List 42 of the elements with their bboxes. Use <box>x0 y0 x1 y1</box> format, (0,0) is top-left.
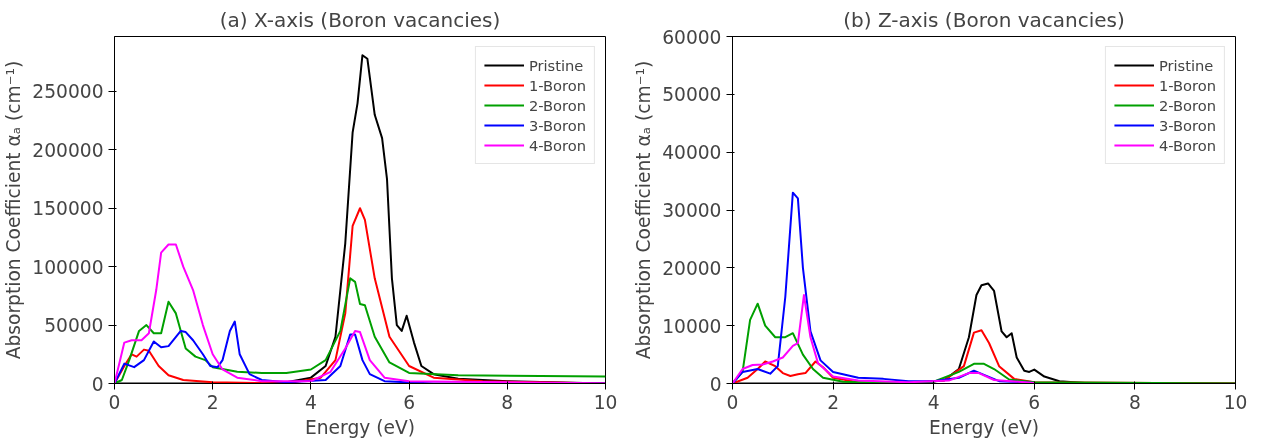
y-axis-title: Absorption Coefficient αₐ (cm⁻¹) <box>3 60 25 360</box>
x-tick-label: 4 <box>927 391 940 413</box>
y-tick-label: 40000 <box>662 142 722 164</box>
x-tick-label: 2 <box>206 391 219 413</box>
x-tick-label: 8 <box>501 391 514 413</box>
x-tick-label: 2 <box>827 391 840 413</box>
legend-label: Pristine <box>1158 56 1214 74</box>
y-tick-label: 0 <box>709 373 722 395</box>
x-tick-label: 8 <box>1128 391 1141 413</box>
legend-label: 3-Boron <box>1158 116 1216 134</box>
y-tick-label: 0 <box>91 373 104 395</box>
line-series <box>732 294 1036 384</box>
x-tick-label: 6 <box>1028 391 1041 413</box>
chart-title: (b) Z-axis (Boron vacancies) <box>843 7 1125 32</box>
legend-label: 2-Boron <box>528 96 586 114</box>
x-axis-title: Energy (eV) <box>304 416 416 438</box>
x-tick-label: 0 <box>726 391 739 413</box>
legend-label: 3-Boron <box>528 116 586 134</box>
y-tick-label: 20000 <box>662 257 722 279</box>
x-tick-label: 4 <box>304 391 317 413</box>
chart-title: (a) X-axis (Boron vacancies) <box>219 7 501 32</box>
legend-label: 2-Boron <box>1158 96 1216 114</box>
legend-label: 4-Boron <box>1158 136 1216 154</box>
legend-label: 4-Boron <box>528 136 586 154</box>
y-tick-label: 10000 <box>662 315 722 337</box>
legend-label: Pristine <box>528 56 584 74</box>
y-axis-title: Absorption Coefficient αₐ (cm⁻¹) <box>633 60 655 360</box>
x-tick-label: 10 <box>593 391 618 413</box>
y-tick-label: 150000 <box>32 198 104 220</box>
x-tick-label: 0 <box>108 391 121 413</box>
legend-label: 1-Boron <box>528 76 586 94</box>
x-tick-label: 6 <box>403 391 416 413</box>
y-tick-label: 100000 <box>32 256 104 278</box>
x-axis-title: Energy (eV) <box>928 416 1040 438</box>
y-tick-label: 50000 <box>44 315 104 337</box>
y-tick-label: 60000 <box>662 26 722 48</box>
y-tick-label: 200000 <box>32 139 104 161</box>
legend-label: 1-Boron <box>1158 76 1216 94</box>
y-tick-label: 30000 <box>662 200 722 221</box>
y-tick-label: 50000 <box>662 84 722 106</box>
y-tick-label: 250000 <box>32 81 104 103</box>
x-tick-label: 10 <box>1223 391 1248 413</box>
